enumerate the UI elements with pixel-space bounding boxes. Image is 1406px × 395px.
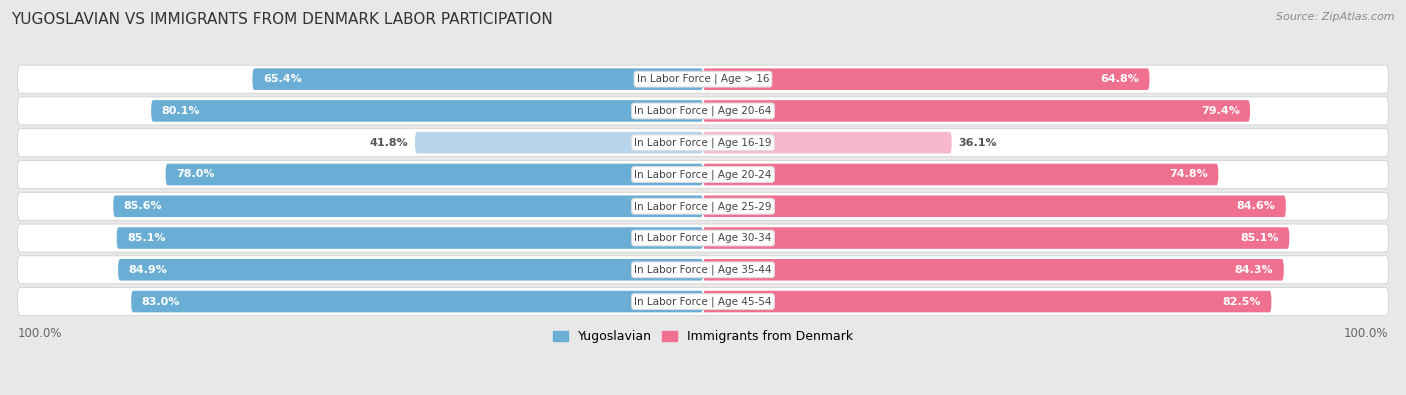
Text: 83.0%: 83.0%: [142, 297, 180, 307]
FancyBboxPatch shape: [118, 259, 703, 280]
Text: 84.3%: 84.3%: [1234, 265, 1274, 275]
Text: 85.1%: 85.1%: [127, 233, 166, 243]
Text: 74.8%: 74.8%: [1170, 169, 1208, 179]
FancyBboxPatch shape: [703, 132, 952, 154]
FancyBboxPatch shape: [166, 164, 703, 185]
Text: Source: ZipAtlas.com: Source: ZipAtlas.com: [1277, 12, 1395, 22]
FancyBboxPatch shape: [17, 288, 1389, 316]
Text: In Labor Force | Age 45-54: In Labor Force | Age 45-54: [634, 296, 772, 307]
FancyBboxPatch shape: [152, 100, 703, 122]
FancyBboxPatch shape: [17, 256, 1389, 284]
Text: In Labor Force | Age 16-19: In Labor Force | Age 16-19: [634, 137, 772, 148]
Text: 65.4%: 65.4%: [263, 74, 301, 84]
FancyBboxPatch shape: [17, 65, 1389, 93]
Text: 80.1%: 80.1%: [162, 106, 200, 116]
FancyBboxPatch shape: [703, 68, 1150, 90]
Text: In Labor Force | Age > 16: In Labor Force | Age > 16: [637, 74, 769, 85]
Text: 85.1%: 85.1%: [1240, 233, 1279, 243]
Legend: Yugoslavian, Immigrants from Denmark: Yugoslavian, Immigrants from Denmark: [548, 325, 858, 348]
Text: 36.1%: 36.1%: [959, 138, 997, 148]
FancyBboxPatch shape: [17, 97, 1389, 125]
Text: In Labor Force | Age 20-64: In Labor Force | Age 20-64: [634, 106, 772, 116]
FancyBboxPatch shape: [703, 164, 1219, 185]
FancyBboxPatch shape: [17, 192, 1389, 220]
Text: 85.6%: 85.6%: [124, 201, 162, 211]
FancyBboxPatch shape: [703, 196, 1286, 217]
FancyBboxPatch shape: [703, 291, 1271, 312]
Text: In Labor Force | Age 20-24: In Labor Force | Age 20-24: [634, 169, 772, 180]
FancyBboxPatch shape: [415, 132, 703, 154]
Text: 64.8%: 64.8%: [1101, 74, 1139, 84]
Text: 82.5%: 82.5%: [1223, 297, 1261, 307]
Text: 100.0%: 100.0%: [1344, 327, 1389, 340]
Text: 79.4%: 79.4%: [1201, 106, 1240, 116]
Text: 84.9%: 84.9%: [128, 265, 167, 275]
FancyBboxPatch shape: [703, 259, 1284, 280]
Text: In Labor Force | Age 30-34: In Labor Force | Age 30-34: [634, 233, 772, 243]
Text: 84.6%: 84.6%: [1237, 201, 1275, 211]
FancyBboxPatch shape: [117, 227, 703, 249]
Text: In Labor Force | Age 35-44: In Labor Force | Age 35-44: [634, 265, 772, 275]
FancyBboxPatch shape: [17, 129, 1389, 157]
Text: 78.0%: 78.0%: [176, 169, 215, 179]
FancyBboxPatch shape: [17, 224, 1389, 252]
FancyBboxPatch shape: [131, 291, 703, 312]
Text: In Labor Force | Age 25-29: In Labor Force | Age 25-29: [634, 201, 772, 211]
FancyBboxPatch shape: [703, 100, 1250, 122]
FancyBboxPatch shape: [703, 227, 1289, 249]
Text: YUGOSLAVIAN VS IMMIGRANTS FROM DENMARK LABOR PARTICIPATION: YUGOSLAVIAN VS IMMIGRANTS FROM DENMARK L…: [11, 12, 553, 27]
Text: 41.8%: 41.8%: [370, 138, 408, 148]
FancyBboxPatch shape: [17, 160, 1389, 188]
Text: 100.0%: 100.0%: [17, 327, 62, 340]
FancyBboxPatch shape: [114, 196, 703, 217]
FancyBboxPatch shape: [253, 68, 703, 90]
